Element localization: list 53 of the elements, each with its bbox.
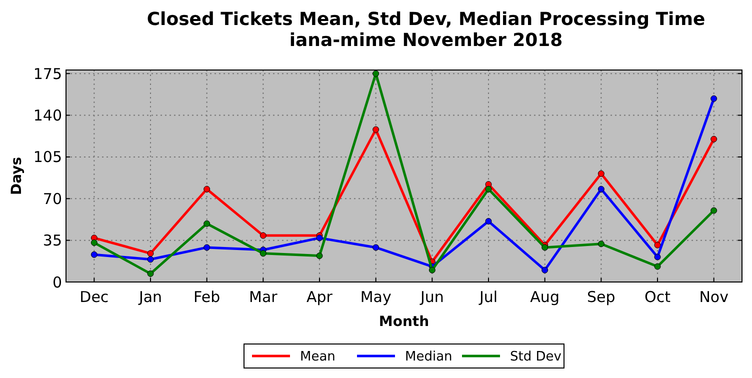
point: [598, 170, 604, 177]
point: [204, 244, 210, 251]
point: [598, 240, 604, 248]
point: [428, 266, 436, 274]
x-tick-label: Mar: [249, 288, 278, 306]
x-tick-label: Dec: [80, 288, 109, 306]
point: [654, 242, 661, 248]
point: [485, 186, 492, 192]
legend-label: Median: [405, 350, 452, 365]
point: [204, 220, 210, 227]
point: [654, 263, 661, 270]
y-tick-label: 105: [33, 148, 62, 166]
point: [260, 232, 266, 239]
x-tick-label: Jan: [138, 288, 162, 306]
x-tick-label: May: [360, 288, 392, 306]
y-tick-label: 70: [42, 190, 62, 208]
point: [542, 244, 548, 251]
x-tick-label: Jun: [419, 288, 444, 306]
point: [204, 186, 210, 192]
point: [710, 95, 718, 102]
point: [316, 252, 323, 260]
point: [710, 136, 718, 142]
point: [316, 234, 323, 242]
point: [710, 207, 718, 214]
point: [598, 186, 604, 192]
point: [147, 250, 154, 257]
point: [372, 244, 380, 251]
x-tick-label: Apr: [306, 288, 334, 306]
point: [260, 250, 266, 257]
x-tick-label: Nov: [699, 288, 729, 306]
x-tick-label: Oct: [644, 288, 671, 306]
chart-title: Closed Tickets Mean, Std Dev, Median Processing Time iana-mime November 2018: [146, 9, 706, 51]
x-tick-label: Feb: [194, 288, 220, 306]
point: [542, 266, 548, 274]
point: [147, 256, 154, 263]
legend-label: Std Dev: [510, 350, 562, 365]
point: [485, 218, 492, 225]
x-tick-label: Sep: [587, 288, 616, 306]
y-tick-label: 0: [52, 273, 62, 292]
x-axis-title: Month: [378, 314, 430, 330]
point: [372, 126, 380, 133]
y-tick-label: 140: [33, 106, 62, 125]
point: [147, 270, 154, 277]
y-axis-title: Days: [9, 156, 25, 196]
point: [654, 254, 661, 260]
x-tick-label: Jul: [478, 288, 498, 306]
y-tick-label: 35: [42, 232, 62, 250]
legend-label: Mean: [300, 350, 336, 365]
point: [372, 70, 380, 77]
x-tick-label: Aug: [530, 288, 560, 306]
y-tick-label: 175: [33, 64, 62, 83]
point: [90, 239, 98, 246]
point: [90, 251, 98, 258]
